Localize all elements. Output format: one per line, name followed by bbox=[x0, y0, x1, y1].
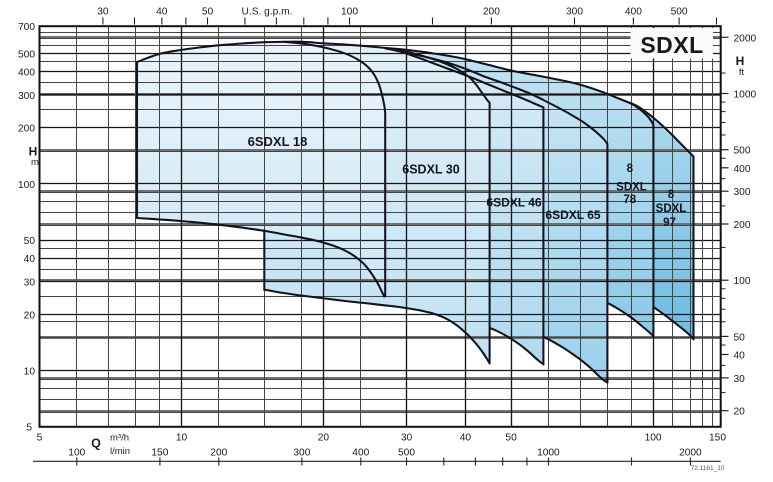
svg-text:5: 5 bbox=[26, 423, 32, 434]
svg-text:100: 100 bbox=[68, 448, 85, 459]
svg-text:6SDXL 30: 6SDXL 30 bbox=[402, 163, 459, 177]
svg-text:300: 300 bbox=[293, 448, 310, 459]
svg-text:m³/h: m³/h bbox=[110, 433, 129, 444]
svg-text:300: 300 bbox=[18, 91, 35, 102]
svg-text:50: 50 bbox=[24, 236, 36, 247]
svg-text:SDXL: SDXL bbox=[640, 32, 703, 58]
svg-text:1000: 1000 bbox=[537, 448, 560, 459]
svg-text:20: 20 bbox=[24, 310, 36, 321]
svg-text:m: m bbox=[31, 157, 39, 168]
svg-text:20: 20 bbox=[318, 433, 330, 444]
svg-text:5: 5 bbox=[37, 433, 43, 444]
svg-text:10: 10 bbox=[176, 433, 188, 444]
svg-text:6SDXL 46: 6SDXL 46 bbox=[486, 196, 541, 210]
svg-text:78: 78 bbox=[623, 194, 636, 206]
svg-text:100: 100 bbox=[734, 276, 751, 287]
svg-text:400: 400 bbox=[625, 7, 642, 18]
svg-text:150: 150 bbox=[709, 433, 726, 444]
svg-text:H: H bbox=[29, 145, 38, 159]
svg-text:SDXL: SDXL bbox=[616, 182, 647, 194]
svg-text:72.1161_10: 72.1161_10 bbox=[691, 465, 725, 472]
svg-text:2000: 2000 bbox=[734, 33, 757, 44]
svg-text:200: 200 bbox=[483, 7, 500, 18]
svg-text:40: 40 bbox=[24, 254, 36, 265]
svg-text:100: 100 bbox=[341, 7, 358, 18]
svg-text:50: 50 bbox=[505, 433, 517, 444]
svg-text:400: 400 bbox=[734, 164, 751, 175]
svg-text:150: 150 bbox=[151, 448, 168, 459]
svg-text:ft: ft bbox=[739, 67, 745, 78]
svg-text:400: 400 bbox=[352, 448, 369, 459]
svg-text:U.S. g.p.m.: U.S. g.p.m. bbox=[242, 7, 293, 18]
svg-text:97: 97 bbox=[663, 217, 676, 229]
svg-text:700: 700 bbox=[18, 22, 35, 33]
svg-text:500: 500 bbox=[18, 49, 35, 60]
svg-text:8: 8 bbox=[627, 163, 634, 175]
svg-text:100: 100 bbox=[18, 180, 35, 191]
svg-text:H: H bbox=[736, 54, 745, 68]
svg-text:50: 50 bbox=[734, 332, 746, 343]
svg-text:6SDXL 65: 6SDXL 65 bbox=[545, 208, 600, 222]
svg-text:40: 40 bbox=[156, 7, 168, 18]
svg-text:500: 500 bbox=[734, 146, 751, 157]
svg-text:Q: Q bbox=[91, 437, 101, 451]
svg-text:300: 300 bbox=[566, 7, 583, 18]
svg-text:500: 500 bbox=[398, 448, 415, 459]
svg-text:40: 40 bbox=[734, 351, 746, 362]
svg-text:30: 30 bbox=[734, 374, 746, 385]
svg-text:1000: 1000 bbox=[734, 90, 757, 101]
svg-text:500: 500 bbox=[671, 7, 688, 18]
svg-text:30: 30 bbox=[24, 278, 36, 289]
svg-text:l/min: l/min bbox=[110, 446, 130, 457]
svg-text:300: 300 bbox=[734, 187, 751, 198]
svg-text:200: 200 bbox=[18, 124, 35, 135]
svg-text:8: 8 bbox=[668, 189, 675, 201]
svg-text:30: 30 bbox=[401, 433, 413, 444]
svg-text:40: 40 bbox=[460, 433, 472, 444]
svg-text:SDXL: SDXL bbox=[656, 203, 687, 215]
svg-text:2000: 2000 bbox=[679, 448, 702, 459]
svg-text:200: 200 bbox=[210, 448, 227, 459]
svg-text:200: 200 bbox=[734, 220, 751, 231]
svg-text:6SDXL 18: 6SDXL 18 bbox=[248, 134, 308, 149]
svg-text:50: 50 bbox=[202, 7, 214, 18]
svg-text:100: 100 bbox=[645, 433, 662, 444]
svg-text:20: 20 bbox=[734, 407, 746, 418]
svg-text:10: 10 bbox=[24, 367, 36, 378]
svg-text:400: 400 bbox=[18, 68, 35, 79]
svg-text:30: 30 bbox=[97, 7, 109, 18]
